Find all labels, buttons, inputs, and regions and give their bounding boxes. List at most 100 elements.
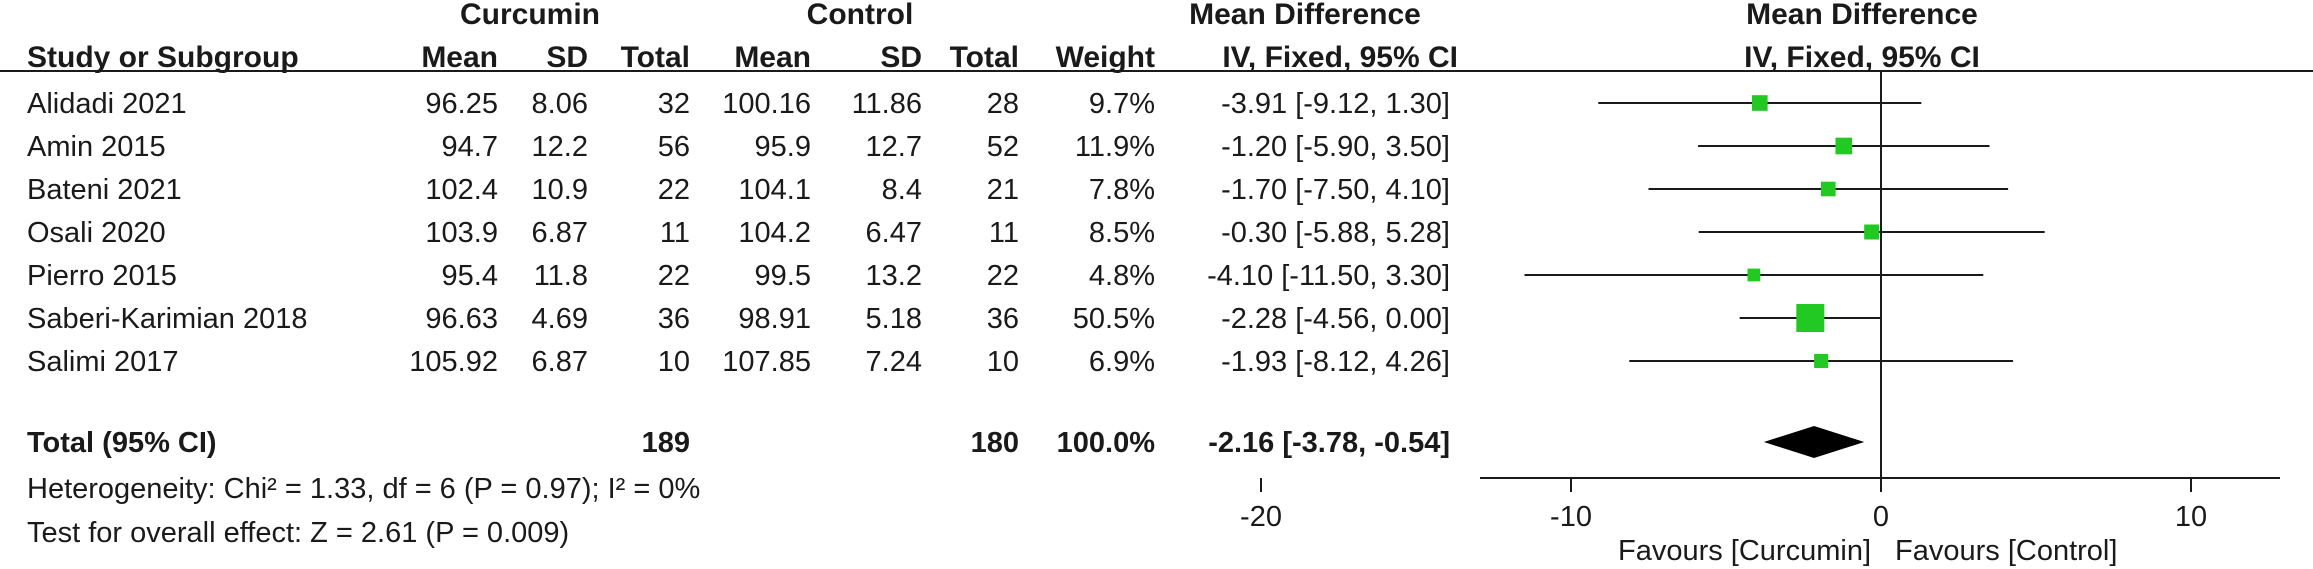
header-mean1: Mean xyxy=(421,41,498,74)
header-total2: Total xyxy=(950,41,1019,74)
weight: 50.5% xyxy=(1073,303,1155,335)
weight: 4.8% xyxy=(1089,260,1155,292)
mean-curcumin: 96.25 xyxy=(425,88,498,120)
mean-curcumin: 105.92 xyxy=(409,346,498,378)
mean-difference-ci: -2.28 [-4.56, 0.00] xyxy=(1221,303,1450,335)
mean-difference-ci: -4.10 [-11.50, 3.30] xyxy=(1207,260,1450,292)
heterogeneity-text: Heterogeneity: Chi² = 1.33, df = 6 (P = … xyxy=(27,473,700,505)
study-name: Saberi-Karimian 2018 xyxy=(27,303,307,335)
study-effect-marker xyxy=(1864,224,1880,240)
mean-control: 107.85 xyxy=(722,346,811,378)
table-row: Bateni 2021 102.4 10.9 22 104.1 8.4 21 7.8% -1.7… xyxy=(27,174,1450,206)
total-row: Total (95% CI) 189 180 100.0% -2.16 [-3.… xyxy=(27,427,1450,459)
table-row: Pierro 2015 95.4 11.8 22 99.5 13.2 22 4.8% -4.10… xyxy=(27,260,1450,292)
weight: 9.7% xyxy=(1089,88,1155,120)
total-total2: 180 xyxy=(971,427,1019,459)
study-effect-marker xyxy=(1796,304,1825,332)
total-curcumin: 22 xyxy=(658,260,690,292)
weight: 8.5% xyxy=(1089,217,1155,249)
sd-curcumin: 10.9 xyxy=(532,174,588,206)
total-weight: 100.0% xyxy=(1057,427,1156,459)
study-effect-marker xyxy=(1835,137,1853,155)
study-name: Amin 2015 xyxy=(27,131,166,163)
favours-curcumin-label: Favours [Curcumin] xyxy=(1618,535,1871,567)
total-curcumin: 22 xyxy=(658,174,690,206)
x-tick-label: 0 xyxy=(1873,501,1889,533)
header-total1: Total xyxy=(621,41,690,74)
mean-difference-ci: -1.70 [-7.50, 4.10] xyxy=(1221,174,1450,206)
x-tick-label: -20 xyxy=(1240,501,1282,533)
mean-curcumin: 94.7 xyxy=(442,131,498,163)
study-name: Pierro 2015 xyxy=(27,260,177,292)
total-control: 52 xyxy=(987,131,1019,163)
mean-control: 98.91 xyxy=(738,303,811,335)
sd-control: 5.18 xyxy=(866,303,922,335)
favours-control-label: Favours [Control] xyxy=(1895,535,2117,567)
header-study: Study or Subgroup xyxy=(27,41,299,74)
total-control: 11 xyxy=(989,217,1019,249)
mean-control: 104.1 xyxy=(738,174,811,206)
sd-control: 7.24 xyxy=(866,346,922,378)
header-sd1: SD xyxy=(546,41,588,74)
total-curcumin: 11 xyxy=(660,217,690,249)
mean-control: 99.5 xyxy=(755,260,811,292)
mean-difference-ci: -3.91 [-9.12, 1.30] xyxy=(1221,88,1450,120)
header-plot-mean-difference: Mean Difference xyxy=(1746,0,1978,31)
mean-difference-ci: -1.20 [-5.90, 3.50] xyxy=(1221,131,1450,163)
x-tick-label: 10 xyxy=(2175,501,2207,533)
header-curcumin: Curcumin xyxy=(460,0,600,31)
mean-control: 104.2 xyxy=(738,217,811,249)
table-row: Amin 2015 94.7 12.2 56 95.9 12.7 52 11.9% -1.20 … xyxy=(27,131,1450,163)
study-name: Bateni 2021 xyxy=(27,174,182,206)
total-curcumin: 32 xyxy=(658,88,690,120)
sd-curcumin: 4.69 xyxy=(532,303,588,335)
sd-curcumin: 6.87 xyxy=(532,346,588,378)
header-method: IV, Fixed, 95% CI xyxy=(1222,41,1458,74)
total-control: 22 xyxy=(987,260,1019,292)
weight: 6.9% xyxy=(1089,346,1155,378)
study-markers xyxy=(1524,95,2045,369)
sd-curcumin: 8.06 xyxy=(532,88,588,120)
mean-difference-ci: -1.93 [-8.12, 4.26] xyxy=(1221,346,1450,378)
mean-difference-ci: -0.30 [-5.88, 5.28] xyxy=(1221,217,1450,249)
header-mean-difference: Mean Difference xyxy=(1189,0,1421,31)
total-curcumin: 10 xyxy=(658,346,690,378)
total-total1: 189 xyxy=(642,427,690,459)
sd-control: 6.47 xyxy=(866,217,922,249)
total-label: Total (95% CI) xyxy=(27,427,217,459)
sd-control: 11.86 xyxy=(852,88,922,120)
study-name: Alidadi 2021 xyxy=(27,88,187,120)
x-tick-label: -10 xyxy=(1550,501,1592,533)
study-effect-marker xyxy=(1814,353,1829,369)
mean-curcumin: 96.63 xyxy=(425,303,498,335)
sd-curcumin: 12.2 xyxy=(532,131,588,163)
total-control: 10 xyxy=(987,346,1019,378)
header-weight: Weight xyxy=(1056,41,1155,74)
total-control: 28 xyxy=(987,88,1019,120)
study-effect-marker xyxy=(1751,95,1768,111)
total-curcumin: 36 xyxy=(658,303,690,335)
sd-curcumin: 11.8 xyxy=(534,260,588,292)
table-row: Osali 2020 103.9 6.87 11 104.2 6.47 11 8.5% -0.3… xyxy=(27,217,1450,249)
study-effect-marker xyxy=(1820,181,1836,197)
mean-control: 95.9 xyxy=(755,131,811,163)
mean-curcumin: 95.4 xyxy=(442,260,498,292)
weight: 7.8% xyxy=(1089,174,1155,206)
pooled-effect-diamond xyxy=(1763,426,1865,458)
study-name: Osali 2020 xyxy=(27,217,166,249)
sd-curcumin: 6.87 xyxy=(532,217,588,249)
sd-control: 8.4 xyxy=(882,174,922,206)
total-control: 36 xyxy=(987,303,1019,335)
header-plot-method: IV, Fixed, 95% CI xyxy=(1744,41,1980,74)
table-row: Saberi-Karimian 2018 96.63 4.69 36 98.91 5.18… xyxy=(27,303,1450,335)
study-name: Salimi 2017 xyxy=(27,346,179,378)
total-ci: -2.16 [-3.78, -0.54] xyxy=(1208,427,1450,459)
mean-control: 100.16 xyxy=(722,88,811,120)
mean-curcumin: 102.4 xyxy=(425,174,498,206)
table-row: Salimi 2017 105.92 6.87 10 107.85 7.24 10 6.9% -… xyxy=(27,346,1450,378)
study-rows: Alidadi 2021 96.25 8.06 32 100.16 11.86 28 9.7%… xyxy=(27,88,1450,378)
table-row: Alidadi 2021 96.25 8.06 32 100.16 11.86 28 9.7%… xyxy=(27,88,1450,120)
sd-control: 13.2 xyxy=(866,260,922,292)
header-control: Control xyxy=(807,0,914,31)
